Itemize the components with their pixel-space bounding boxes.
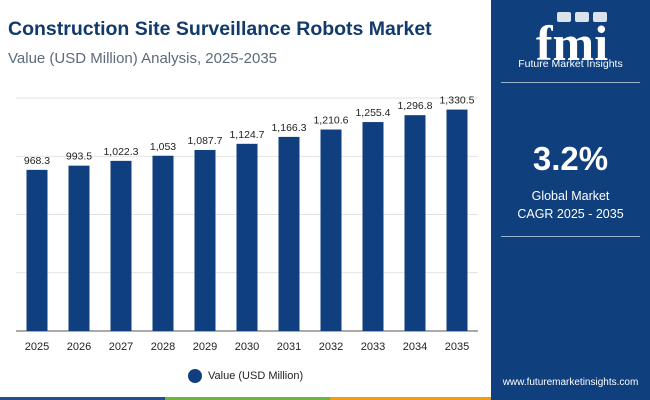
bar-2030 (236, 143, 258, 331)
x-tick-label: 2028 (151, 341, 175, 353)
bar-2025 (26, 169, 48, 331)
x-tick-label: 2027 (109, 341, 133, 353)
bar-2034 (404, 115, 426, 331)
bar-2028 (152, 155, 174, 331)
fmi-logo-icon: fmi (536, 12, 608, 70)
data-label: 1,022.3 (103, 146, 138, 158)
x-tick-label: 2029 (193, 341, 217, 353)
bar-2026 (68, 165, 90, 331)
data-label: 1,296.8 (397, 100, 432, 112)
bottom-strip-orange (330, 397, 491, 400)
legend-marker-icon (188, 369, 202, 383)
cagr-label-line2: CAGR 2025 - 2035 (517, 207, 624, 221)
cagr-label-line1: Global Market (531, 189, 610, 203)
x-tick-label: 2032 (319, 341, 343, 353)
bottom-strip-green (165, 397, 330, 400)
bar-2033 (362, 122, 384, 331)
chart-subtitle: Value (USD Million) Analysis, 2025-2035 (8, 50, 278, 67)
x-tick-label: 2031 (277, 341, 301, 353)
bar-2031 (278, 136, 300, 331)
data-label: 993.5 (66, 151, 92, 163)
data-label: 1,124.7 (229, 129, 264, 141)
cagr-value: 3.2% (532, 140, 609, 177)
bar-2029 (194, 149, 216, 331)
bar-chart: 968.3 2025 993.5 2026 1,022.3 2027 1,053 2028 1,… (16, 95, 478, 353)
bar-2027 (110, 160, 132, 331)
website-link[interactable]: www.futuremarketinsights.com (502, 377, 639, 388)
data-label: 1,330.5 (439, 95, 474, 107)
legend-label: Value (USD Million) (208, 370, 304, 382)
x-tick-label: 2035 (445, 341, 469, 353)
x-tick-label: 2026 (67, 341, 91, 353)
data-label: 1,053 (150, 141, 176, 153)
panel-divider-top (501, 82, 640, 83)
x-tick-label: 2033 (361, 341, 385, 353)
cagr-label: Global Market CAGR 2025 - 2035 (491, 187, 650, 223)
data-label: 968.3 (24, 155, 50, 167)
svg-text:fmi: fmi (536, 15, 608, 70)
bar-2032 (320, 129, 342, 331)
bar-2035 (446, 109, 468, 331)
x-tick-label: 2030 (235, 341, 259, 353)
data-label: 1,210.6 (313, 115, 348, 127)
x-tick-label: 2025 (25, 341, 49, 353)
x-tick-label: 2034 (403, 341, 427, 353)
side-panel: fmi Future Market Insights 3.2% Global M… (491, 0, 650, 400)
bottom-strip-blue (0, 397, 165, 400)
data-label: 1,255.4 (355, 107, 390, 119)
chart-legend: Value (USD Million) (188, 369, 303, 383)
brand-name: Future Market Insights (518, 58, 623, 70)
panel-divider-bottom (501, 236, 640, 237)
data-label: 1,087.7 (187, 135, 222, 147)
chart-title: Construction Site Surveillance Robots Ma… (8, 18, 432, 40)
data-label: 1,166.3 (271, 122, 306, 134)
